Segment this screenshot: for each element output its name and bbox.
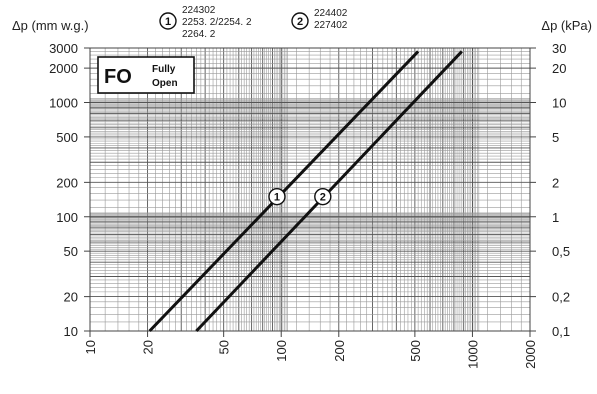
plot-frame	[89, 47, 531, 332]
y-tick-label-right: 2	[552, 175, 559, 190]
fully-open-badge-box	[97, 56, 195, 94]
y-tick-label-right: 10	[552, 96, 566, 111]
y-tick-label-left: 500	[56, 130, 78, 145]
legend-item-1: 1 224302 2253. 2/2254. 2 2264. 2	[159, 5, 252, 40]
y-tick-label-left: 50	[64, 244, 78, 259]
fully-open-badge: FO Fully Open	[97, 56, 195, 94]
x-tick-label: 500	[408, 340, 423, 362]
series-marker-label-2: 2	[320, 192, 326, 204]
legend-marker-2	[291, 12, 309, 30]
legend: 1 224302 2253. 2/2254. 2 2264. 2 2 22440…	[159, 5, 348, 40]
y-tick-label-right: 0,5	[552, 244, 570, 259]
legend-marker-1	[159, 12, 177, 30]
x-tick-label: 1000	[465, 340, 480, 369]
series-marker-label-1: 1	[274, 192, 280, 204]
x-tick-label: 50	[217, 340, 232, 354]
grid	[89, 47, 531, 332]
y-tick-label-left: 1000	[49, 96, 78, 111]
fully-open-badge-sub-1: Fully	[152, 64, 176, 75]
y-tick-label-left: 200	[56, 175, 78, 190]
y-tick-label-left: 3000	[49, 41, 78, 56]
series-marker-2	[314, 187, 332, 206]
series-line-1	[148, 50, 420, 333]
legend-marker-2-label: 2	[297, 16, 303, 28]
x-tick-label: 20	[141, 340, 156, 354]
y-axis-title-right: Δp (kPa)	[541, 18, 592, 33]
series-marker-1	[268, 187, 286, 206]
fully-open-badge-main: FO	[104, 66, 132, 88]
legend-item-1-line-2: 2253. 2/2254. 2	[182, 17, 252, 28]
y-axis-title-left: Δp (mm w.g.)	[12, 18, 89, 33]
x-tick-label: 200	[332, 340, 347, 362]
x-tick-label: 2000	[523, 340, 538, 369]
y-tick-label-right: 0,1	[552, 324, 570, 339]
y-tick-label-left: 20	[64, 290, 78, 305]
legend-item-1-line-3: 2264. 2	[182, 29, 216, 40]
y-tick-label-right: 30	[552, 41, 566, 56]
y-tick-label-right: 5	[552, 130, 559, 145]
y-tick-label-left: 2000	[49, 61, 78, 76]
legend-item-2-line-2: 227402	[314, 20, 348, 31]
legend-item-2-line-1: 224402	[314, 8, 348, 19]
y-tick-label-left: 10	[64, 324, 78, 339]
legend-item-1-line-1: 224302	[182, 5, 216, 16]
tick-labels: 1020501002005001000200030000,10,20,51251…	[49, 41, 570, 369]
y-tick-label-left: 100	[56, 210, 78, 225]
x-tick-label: 100	[274, 340, 289, 362]
x-tick-label: 10	[83, 340, 98, 354]
fully-open-badge-sub-2: Open	[152, 78, 178, 89]
y-tick-label-right: 1	[552, 210, 559, 225]
y-tick-label-right: 20	[552, 61, 566, 76]
y-tick-label-right: 0,2	[552, 290, 570, 305]
legend-item-2: 2 224402 227402	[291, 8, 348, 31]
legend-marker-1-label: 1	[165, 16, 171, 28]
